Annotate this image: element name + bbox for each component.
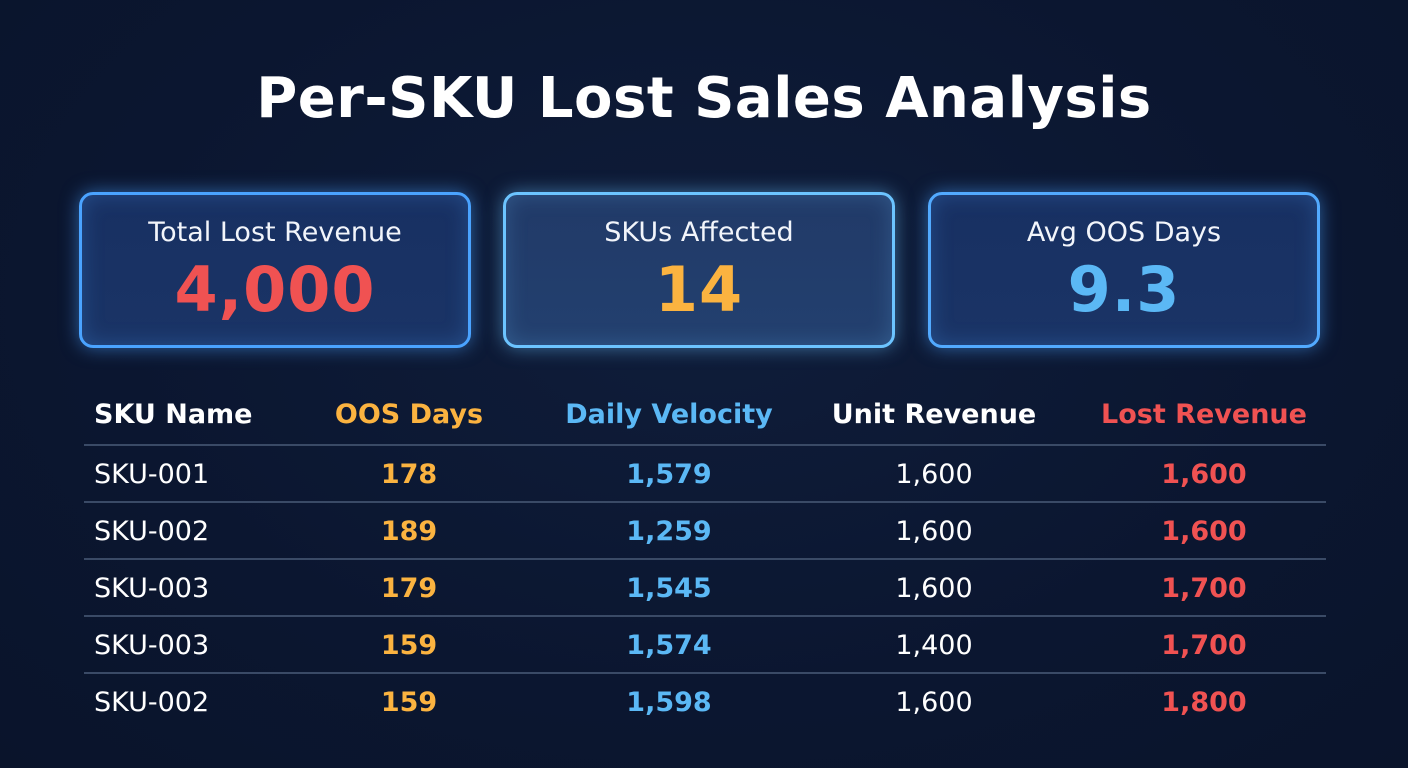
sku-name-cell: SKU-001: [94, 459, 210, 490]
lost-revenue-cell: 1,600: [1161, 459, 1247, 490]
unit-revenue-cell: 1,400: [895, 630, 973, 661]
oos-days-cell: 189: [380, 516, 438, 547]
oos-days-cell: 159: [380, 630, 438, 661]
column-header-unit-revenue: Unit Revenue: [831, 399, 1037, 430]
lost-revenue-cell: 1,800: [1161, 687, 1247, 718]
lost-revenue-cell: 1,600: [1161, 516, 1247, 547]
lost-revenue-cell: 1,700: [1161, 630, 1247, 661]
daily-velocity-cell: 1,598: [626, 687, 712, 718]
table-row: SKU-003 179 1,545 1,600 1,700: [84, 560, 1326, 617]
oos-days-cell: 179: [380, 573, 438, 604]
daily-velocity-cell: 1,545: [626, 573, 712, 604]
table-header-row: SKU Name OOS Days Daily Velocity Unit Re…: [84, 390, 1326, 446]
sku-name-cell: SKU-003: [94, 573, 210, 604]
unit-revenue-cell: 1,600: [895, 687, 973, 718]
column-header-oos-days: OOS Days: [334, 399, 484, 430]
oos-days-cell: 159: [380, 687, 438, 718]
kpi-value: 4,000: [174, 253, 376, 326]
daily-velocity-cell: 1,259: [626, 516, 712, 547]
daily-velocity-cell: 1,579: [626, 459, 712, 490]
kpi-label: Total Lost Revenue: [148, 217, 402, 248]
lost-sales-table: SKU Name OOS Days Daily Velocity Unit Re…: [84, 390, 1326, 731]
daily-velocity-cell: 1,574: [626, 630, 712, 661]
kpi-label: SKUs Affected: [604, 217, 794, 248]
unit-revenue-cell: 1,600: [895, 573, 973, 604]
kpi-value: 14: [654, 253, 744, 326]
table-row: SKU-003 159 1,574 1,400 1,700: [84, 617, 1326, 674]
table-row: SKU-001 178 1,579 1,600 1,600: [84, 446, 1326, 503]
lost-revenue-cell: 1,700: [1161, 573, 1247, 604]
column-header-lost-revenue: Lost Revenue: [1101, 399, 1307, 430]
sku-name-cell: SKU-003: [94, 630, 210, 661]
column-header-sku-name: SKU Name: [94, 399, 253, 430]
kpi-card-skus-affected: SKUs Affected 14: [503, 192, 895, 348]
table-row: SKU-002 189 1,259 1,600 1,600: [84, 503, 1326, 560]
sku-name-cell: SKU-002: [94, 516, 210, 547]
kpi-card-avg-oos-days: Avg OOS Days 9.3: [928, 192, 1320, 348]
kpi-label: Avg OOS Days: [1026, 217, 1222, 248]
unit-revenue-cell: 1,600: [895, 459, 973, 490]
column-header-daily-velocity: Daily Velocity: [565, 399, 773, 430]
oos-days-cell: 178: [380, 459, 438, 490]
page-title: Per-SKU Lost Sales Analysis: [256, 66, 1152, 131]
kpi-value: 9.3: [1067, 253, 1181, 326]
sku-name-cell: SKU-002: [94, 687, 210, 718]
kpi-card-total-lost-revenue: Total Lost Revenue 4,000: [79, 192, 471, 348]
table-row: SKU-002 159 1,598 1,600 1,800: [84, 674, 1326, 731]
unit-revenue-cell: 1,600: [895, 516, 973, 547]
